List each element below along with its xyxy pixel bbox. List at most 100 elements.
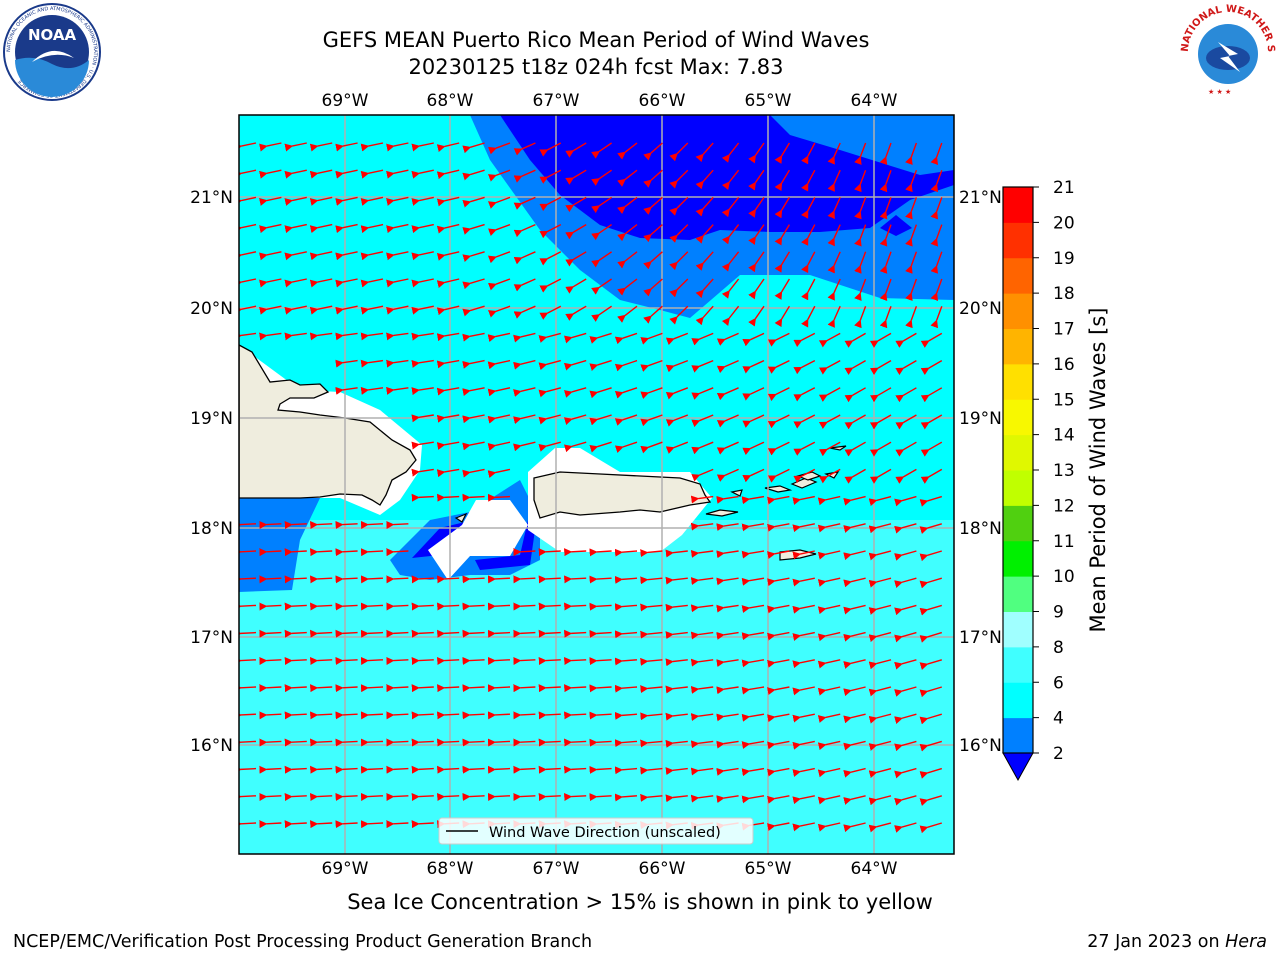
wave-direction-arrow xyxy=(748,197,765,218)
wave-direction-arrow xyxy=(868,740,892,751)
lat-label-right: 21°N xyxy=(959,188,1002,208)
wave-direction-arrow xyxy=(564,575,587,584)
wave-direction-arrow xyxy=(386,169,409,179)
colorbar-bin xyxy=(1003,328,1033,365)
wave-direction-arrow xyxy=(748,278,765,300)
footer-date: 27 Jan 2023 on Hera xyxy=(1087,932,1267,952)
wave-direction-arrow xyxy=(690,767,714,776)
wave-direction-arrow xyxy=(614,711,638,720)
wave-direction-arrow xyxy=(360,548,384,557)
wave-direction-arrow xyxy=(716,550,739,559)
wave-direction-arrow xyxy=(589,575,612,584)
wave-direction-arrow xyxy=(695,196,714,217)
wave-direction-arrow xyxy=(462,602,485,611)
wave-direction-arrow xyxy=(716,387,739,401)
wave-direction-arrow xyxy=(386,196,409,206)
wave-direction-arrow xyxy=(741,686,765,695)
wave-direction-arrow xyxy=(259,278,282,288)
wave-direction-arrow xyxy=(843,550,866,561)
colorbar-tick-label: 4 xyxy=(1053,709,1064,729)
wave-direction-arrow xyxy=(691,332,714,346)
wave-direction-arrow xyxy=(284,142,307,152)
wave-direction-arrow xyxy=(411,602,434,611)
land-mona-island xyxy=(454,512,468,523)
wave-direction-arrow xyxy=(643,278,663,297)
svg-text:★ ★ ★: ★ ★ ★ xyxy=(1208,88,1231,96)
colorbar-tick-label: 19 xyxy=(1053,249,1075,269)
wave-direction-arrow xyxy=(742,414,765,428)
wave-direction-arrow xyxy=(930,278,943,302)
wave-direction-arrow xyxy=(436,387,460,396)
wave-direction-arrow xyxy=(894,767,917,779)
wave-direction-arrow xyxy=(665,441,689,454)
wave-direction-arrow xyxy=(513,332,536,343)
wave-direction-arrow xyxy=(310,765,333,774)
wave-direction-arrow xyxy=(792,822,815,832)
wave-direction-arrow xyxy=(487,223,511,236)
wave-direction-arrow xyxy=(564,792,587,801)
wave-direction-arrow xyxy=(310,575,333,584)
wave-direction-arrow xyxy=(487,169,511,182)
wave-direction-arrow xyxy=(767,414,790,429)
wave-direction-arrow xyxy=(360,359,384,368)
wave-direction-arrow xyxy=(538,711,561,720)
wave-direction-arrow xyxy=(817,523,841,533)
wave-direction-arrow xyxy=(411,493,434,502)
wave-direction-arrow xyxy=(920,387,943,403)
wave-direction-arrow xyxy=(767,441,790,456)
colorbar-tick-label: 21 xyxy=(1053,178,1075,198)
wave-direction-arrow xyxy=(411,414,434,423)
wave-direction-arrow xyxy=(640,685,663,694)
wave-direction-arrow xyxy=(589,684,612,693)
wave-direction-arrow xyxy=(239,223,257,234)
wave-direction-arrow xyxy=(360,684,384,693)
lon-label-top: 69°W xyxy=(322,91,369,111)
wave-direction-arrow xyxy=(843,713,866,724)
wave-direction-arrow xyxy=(437,629,460,638)
wave-direction-arrow xyxy=(879,142,892,166)
lat-label-right: 18°N xyxy=(959,519,1002,539)
wave-direction-arrow xyxy=(868,577,892,588)
wave-direction-arrow xyxy=(411,441,434,450)
wave-direction-arrow xyxy=(843,659,866,669)
wave-direction-arrow xyxy=(748,305,765,327)
wave-direction-arrow xyxy=(895,468,917,484)
wave-direction-arrow xyxy=(335,548,358,557)
wave-direction-arrow xyxy=(793,441,816,456)
legend-label: Wind Wave Direction (unscaled) xyxy=(489,825,721,841)
wave-direction-arrow xyxy=(360,602,384,611)
wave-direction-arrow xyxy=(565,196,587,213)
wave-direction-arrow xyxy=(335,278,358,288)
wave-direction-arrow xyxy=(239,684,257,693)
wave-direction-arrow xyxy=(792,577,815,587)
wave-direction-arrow xyxy=(669,278,689,298)
wave-direction-arrow xyxy=(695,169,714,190)
wave-direction-arrow xyxy=(879,197,892,220)
wave-direction-arrow xyxy=(284,332,307,341)
wave-direction-arrow xyxy=(843,577,866,588)
wave-direction-arrow xyxy=(774,251,790,273)
wave-direction-arrow xyxy=(793,387,816,402)
wave-direction-arrow xyxy=(513,387,536,397)
wave-direction-arrow xyxy=(905,251,918,274)
noaa-logo-text: NOAA xyxy=(28,26,77,44)
wave-direction-arrow xyxy=(817,550,841,560)
wave-direction-arrow xyxy=(721,224,740,245)
wave-direction-arrow xyxy=(614,766,638,775)
wave-direction-arrow xyxy=(437,575,460,584)
wave-direction-arrow xyxy=(721,251,740,272)
wave-direction-arrow xyxy=(360,765,384,774)
wave-direction-arrow xyxy=(259,738,282,747)
colorbar-bin xyxy=(1003,682,1033,719)
wave-direction-arrow xyxy=(854,169,867,193)
lon-label-top: 68°W xyxy=(427,91,474,111)
wave-direction-arrow xyxy=(513,414,536,425)
wave-direction-arrow xyxy=(513,575,536,584)
wave-direction-arrow xyxy=(309,142,333,152)
wave-direction-arrow xyxy=(919,767,943,779)
wave-direction-arrow xyxy=(360,520,384,529)
wave-direction-arrow xyxy=(640,739,663,748)
wave-direction-arrow xyxy=(411,359,434,368)
wave-direction-arrow xyxy=(487,711,511,720)
land-hispaniola xyxy=(239,344,417,506)
